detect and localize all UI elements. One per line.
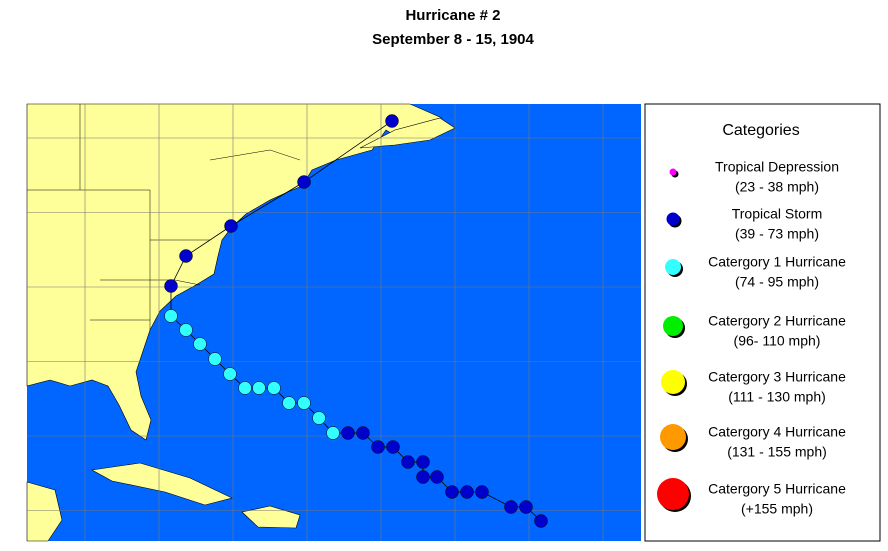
- track-point: [445, 485, 459, 499]
- track-point: [208, 352, 222, 366]
- borders: [27, 104, 301, 330]
- track-point: [252, 381, 266, 395]
- legend-range: (+155 mph): [741, 501, 813, 517]
- track-point: [179, 323, 193, 337]
- track-point: [341, 426, 355, 440]
- track-point: [297, 175, 311, 189]
- track-point: [416, 470, 430, 484]
- track-point: [519, 500, 533, 514]
- track-point: [312, 411, 326, 425]
- legend-swatch: [661, 370, 685, 394]
- track-point: [356, 426, 370, 440]
- track-point: [267, 381, 281, 395]
- legend-range: (111 - 130 mph): [728, 389, 826, 405]
- legend-range: (23 - 38 mph): [735, 179, 819, 195]
- yucatan: [26, 481, 63, 542]
- track-point: [371, 440, 385, 454]
- cuba: [91, 462, 233, 506]
- legend-label: Catergory 5 Hurricane: [708, 481, 846, 497]
- legend-label: Catergory 3 Hurricane: [708, 369, 846, 385]
- track-point: [386, 440, 400, 454]
- legend-box: [644, 103, 881, 542]
- track-point: [164, 279, 178, 293]
- track-point: [385, 114, 399, 128]
- track-point: [401, 455, 415, 469]
- track-point: [297, 396, 311, 410]
- track-point: [238, 381, 252, 395]
- legend-range: (74 - 95 mph): [735, 274, 819, 290]
- title: Hurricane # 2: [405, 7, 500, 24]
- subtitle: September 8 - 15, 1904: [372, 31, 534, 48]
- legend-label: Catergory 4 Hurricane: [708, 424, 846, 440]
- legend-label: Tropical Depression: [715, 159, 839, 175]
- track-point: [282, 396, 296, 410]
- legend-label: Tropical Storm: [732, 206, 823, 222]
- legend-title: Categories: [722, 122, 799, 139]
- hispaniola: [241, 505, 301, 529]
- track-point: [224, 219, 238, 233]
- track-points: [164, 114, 548, 528]
- legend-range: (131 - 155 mph): [727, 444, 827, 460]
- track-point: [193, 337, 207, 351]
- graticule: [27, 104, 641, 541]
- legend-swatch: [663, 316, 683, 336]
- legend-swatch: [660, 424, 686, 450]
- legend-swatch: [657, 478, 689, 510]
- track-point: [164, 309, 178, 323]
- track-point: [416, 455, 430, 469]
- track-point: [534, 514, 548, 528]
- legend-range: (39 - 73 mph): [735, 226, 819, 242]
- legend: Tropical Depression (23 - 38 mph) Tropical…: [657, 159, 846, 517]
- legend-label: Catergory 1 Hurricane: [708, 254, 846, 270]
- legend-swatch: [666, 212, 680, 226]
- track-point: [460, 485, 474, 499]
- legend-range: (96- 110 mph): [734, 333, 821, 349]
- track-point: [475, 485, 489, 499]
- track-point: [326, 426, 340, 440]
- legend-swatch: [669, 168, 677, 176]
- track-point: [430, 470, 444, 484]
- track-point: [179, 249, 193, 263]
- legend-label: Catergory 2 Hurricane: [708, 313, 846, 329]
- track-point: [504, 500, 518, 514]
- track-point: [223, 367, 237, 381]
- legend-swatch: [665, 259, 681, 275]
- map: [26, 103, 641, 542]
